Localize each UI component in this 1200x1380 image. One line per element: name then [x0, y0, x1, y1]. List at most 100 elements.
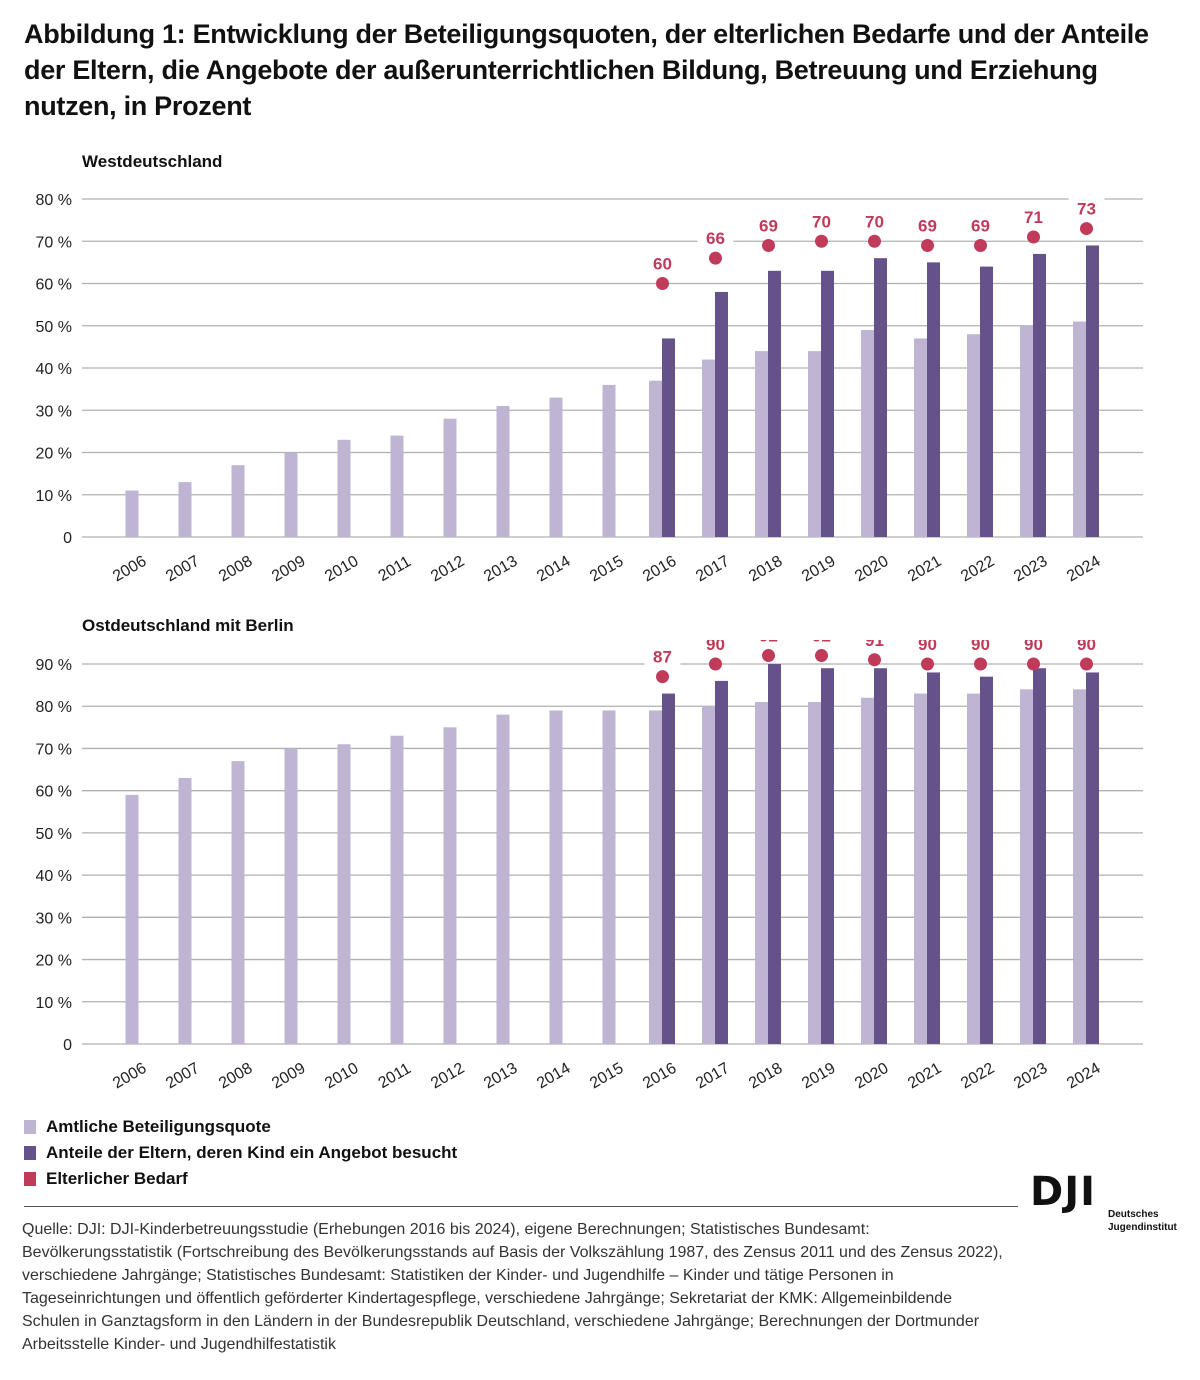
- x-tick-label: 2020: [852, 1060, 891, 1093]
- y-tick-label: 80 %: [36, 192, 72, 209]
- x-tick-label: 2024: [1064, 553, 1103, 586]
- y-tick-label: 20 %: [36, 446, 72, 463]
- x-tick-label: 2019: [799, 553, 838, 586]
- bedarf-point: [762, 238, 775, 252]
- x-tick-label: 2020: [852, 553, 891, 586]
- dji-logo: DJI Deutsches Jugendinstitut: [1030, 1169, 1177, 1233]
- bar-eltern: [1086, 245, 1099, 537]
- legend-swatch: [24, 1172, 36, 1186]
- bar-eltern: [980, 676, 993, 1044]
- y-tick-label: 20 %: [36, 953, 72, 970]
- source-note: Quelle: DJI: DJI-Kinderbetreuungsstudie …: [22, 1221, 1003, 1353]
- bedarf-point: [974, 238, 987, 252]
- bedarf-data-label: 73: [1077, 200, 1096, 219]
- x-tick-label: 2021: [905, 1060, 944, 1093]
- bedarf-data-label: 92: [812, 640, 831, 646]
- bar-amtlich: [125, 490, 139, 537]
- label-background: [803, 640, 840, 646]
- legend-label: Amtliche Beteiligungsquote: [46, 1117, 271, 1136]
- bar-amtlich: [337, 744, 351, 1044]
- bedarf-data-label: 60: [653, 255, 672, 274]
- bar-amtlich: [178, 482, 192, 537]
- x-tick-label: 2006: [110, 1060, 149, 1093]
- bedarf-data-label: 69: [971, 216, 990, 235]
- label-background: [750, 640, 787, 646]
- bar-amtlich: [967, 693, 980, 1044]
- y-tick-label: 40 %: [36, 361, 72, 378]
- bar-eltern: [768, 270, 781, 537]
- bedarf-point: [868, 653, 881, 667]
- x-tick-label: 2018: [746, 553, 785, 586]
- bar-eltern: [980, 266, 993, 537]
- bar-amtlich: [755, 351, 768, 537]
- label-background: [856, 209, 893, 232]
- x-tick-label: 2017: [693, 1060, 732, 1093]
- bar-amtlich: [178, 778, 192, 1044]
- bedarf-point: [656, 670, 669, 684]
- bedarf-data-label: 91: [865, 640, 884, 650]
- bedarf-data-label: 66: [706, 229, 725, 248]
- x-tick-label: 2021: [905, 553, 944, 586]
- bedarf-point: [1027, 657, 1040, 671]
- label-background: [909, 640, 946, 654]
- x-tick-label: 2011: [376, 1060, 414, 1092]
- label-background: [962, 213, 999, 236]
- bedarf-data-label: 71: [1024, 208, 1043, 227]
- legend-item-eltern: Anteile der Eltern, deren Kind ein Angeb…: [24, 1140, 457, 1166]
- x-tick-label: 2023: [1011, 1060, 1050, 1093]
- legend: Amtliche Beteiligungsquote Anteile der E…: [24, 1114, 457, 1192]
- bar-amtlich: [1073, 689, 1086, 1044]
- legend-item-bedarf: Elterlicher Bedarf: [24, 1166, 457, 1192]
- bar-amtlich: [337, 439, 351, 537]
- x-tick-label: 2010: [322, 553, 361, 586]
- bar-amtlich: [443, 418, 457, 537]
- bedarf-data-label: 87: [653, 648, 672, 667]
- bedarf-point: [709, 657, 722, 671]
- bedarf-data-label: 69: [918, 216, 937, 235]
- x-tick-label: 2018: [746, 1060, 785, 1093]
- bedarf-data-label: 90: [918, 640, 937, 654]
- y-tick-label: 60 %: [36, 277, 72, 294]
- legend-label: Anteile der Eltern, deren Kind ein Angeb…: [46, 1143, 458, 1162]
- bar-eltern: [927, 672, 940, 1044]
- panel-title-east: Ostdeutschland mit Berlin: [82, 616, 294, 635]
- bar-amtlich: [914, 693, 927, 1044]
- bar-amtlich: [549, 397, 563, 537]
- x-tick-label: 2017: [693, 553, 732, 586]
- x-tick-label: 2012: [428, 553, 467, 586]
- bar-amtlich: [496, 714, 510, 1044]
- y-tick-label: 60 %: [36, 784, 72, 801]
- bedarf-point: [974, 657, 987, 671]
- x-tick-label: 2009: [269, 553, 308, 586]
- bar-amtlich: [755, 702, 768, 1044]
- bar-amtlich: [231, 761, 245, 1044]
- bar-eltern: [874, 668, 887, 1044]
- bar-eltern: [821, 668, 834, 1044]
- y-tick-label: 30 %: [36, 910, 72, 927]
- bar-amtlich: [390, 435, 404, 537]
- bar-amtlich: [649, 710, 662, 1044]
- x-tick-label: 2013: [481, 553, 520, 586]
- bar-amtlich: [861, 329, 874, 537]
- bedarf-data-label: 90: [971, 640, 990, 654]
- x-tick-label: 2007: [163, 553, 202, 586]
- bar-amtlich: [702, 706, 715, 1044]
- divider: [24, 1206, 1018, 1207]
- bar-amtlich: [1020, 325, 1033, 537]
- logo-name: Deutsches Jugendinstitut: [1108, 1208, 1177, 1234]
- legend-label: Elterlicher Bedarf: [46, 1169, 188, 1188]
- bar-eltern: [1086, 672, 1099, 1044]
- bar-amtlich: [914, 338, 927, 537]
- legend-swatch: [24, 1120, 36, 1134]
- chart-east: 0 10 % 20 % 30 % 40 % 50 % 60 % 70 % 80 % 90 % 200…: [36, 640, 1143, 1093]
- x-tick-label: 2012: [428, 1060, 467, 1093]
- x-tick-label: 2007: [163, 1060, 202, 1093]
- x-tick-label: 2014: [534, 1060, 573, 1093]
- label-background: [856, 640, 893, 650]
- logo-mark: DJI: [1030, 1169, 1096, 1215]
- bar-amtlich: [496, 406, 510, 537]
- y-tick-label: 50 %: [36, 826, 72, 843]
- legend-item-amtlich: Amtliche Beteiligungsquote: [24, 1114, 457, 1140]
- bar-amtlich: [808, 351, 821, 537]
- y-tick-label: 70 %: [36, 741, 72, 758]
